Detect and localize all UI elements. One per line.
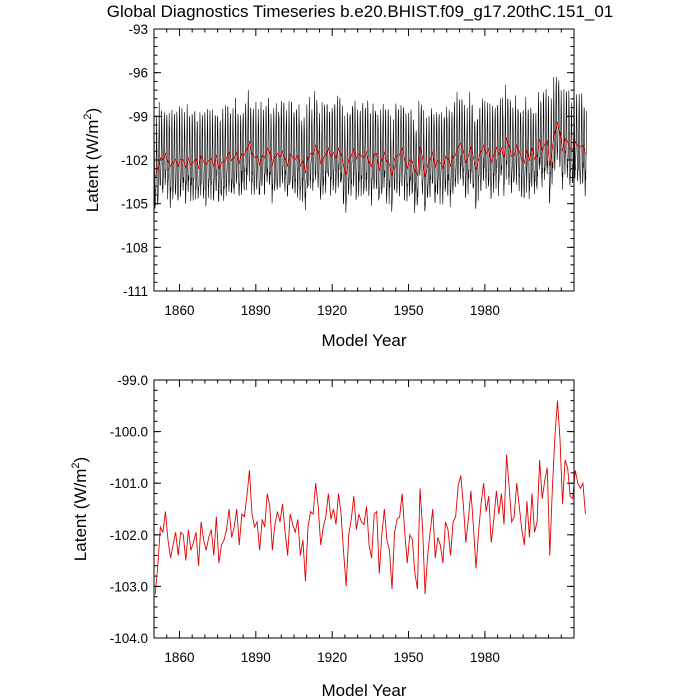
- top-plot-frame: [153, 28, 575, 292]
- bottom-x-tick-label: 1950: [394, 650, 424, 665]
- bottom-y-tick-label: -102.0: [110, 528, 148, 543]
- top-monthly-series-line: [153, 76, 587, 214]
- top-x-tick-label: 1980: [470, 303, 500, 318]
- bottom-y-axis-label: Latent (W/m2): [70, 457, 90, 561]
- top-annual-mean-series-line: [154, 122, 586, 177]
- bottom-y-tick-label: -101.0: [110, 476, 148, 491]
- top-y-tick-label: -93: [128, 22, 148, 37]
- bottom-y-tick-label: -104.0: [110, 631, 148, 646]
- chart-title: Global Diagnostics Timeseries b.e20.BHIS…: [107, 2, 614, 21]
- top-ticks-group: 1860 1890 1920 1950 1980 -93 -96 -99 -102 -105 -10…: [121, 22, 574, 318]
- bottom-x-tick-label: 1860: [164, 650, 194, 665]
- bottom-y-tick-label: -103.0: [110, 579, 148, 594]
- bottom-x-axis-label: Model Year: [321, 681, 406, 700]
- top-y-tick-label: -102: [121, 153, 148, 168]
- top-y-axis-label: Latent (W/m2): [82, 108, 102, 212]
- top-series-group: [153, 76, 587, 214]
- bottom-x-tick-label: 1920: [317, 650, 347, 665]
- top-x-axis-label: Model Year: [321, 331, 406, 350]
- bottom-x-tick-label: 1980: [470, 650, 500, 665]
- top-panel: 1860 1890 1920 1950 1980 -93 -96 -99 -102 -105 -10…: [82, 22, 587, 350]
- top-x-tick-label: 1950: [394, 303, 424, 318]
- bottom-series-group: [154, 400, 586, 595]
- top-y-tick-label: -108: [121, 240, 148, 255]
- bottom-x-tick-label: 1890: [241, 650, 271, 665]
- top-y-tick-label: -111: [123, 284, 148, 299]
- bottom-y-tick-label: -100.0: [110, 425, 148, 440]
- top-x-tick-label: 1860: [164, 303, 194, 318]
- bottom-y-tick-label: -99.0: [117, 373, 148, 388]
- top-y-tick-label: -99: [128, 109, 148, 124]
- top-x-tick-label: 1920: [317, 303, 347, 318]
- top-y-tick-label: -96: [128, 66, 148, 81]
- bottom-panel: 1860 1890 1920 1950 1980 -99.0 -100.0 -101.0 -10…: [70, 373, 586, 700]
- top-y-tick-label: -105: [121, 197, 148, 212]
- bottom-annual-mean-series-line: [154, 400, 586, 595]
- top-x-tick-label: 1890: [241, 303, 271, 318]
- bottom-plot-frame: [153, 379, 575, 639]
